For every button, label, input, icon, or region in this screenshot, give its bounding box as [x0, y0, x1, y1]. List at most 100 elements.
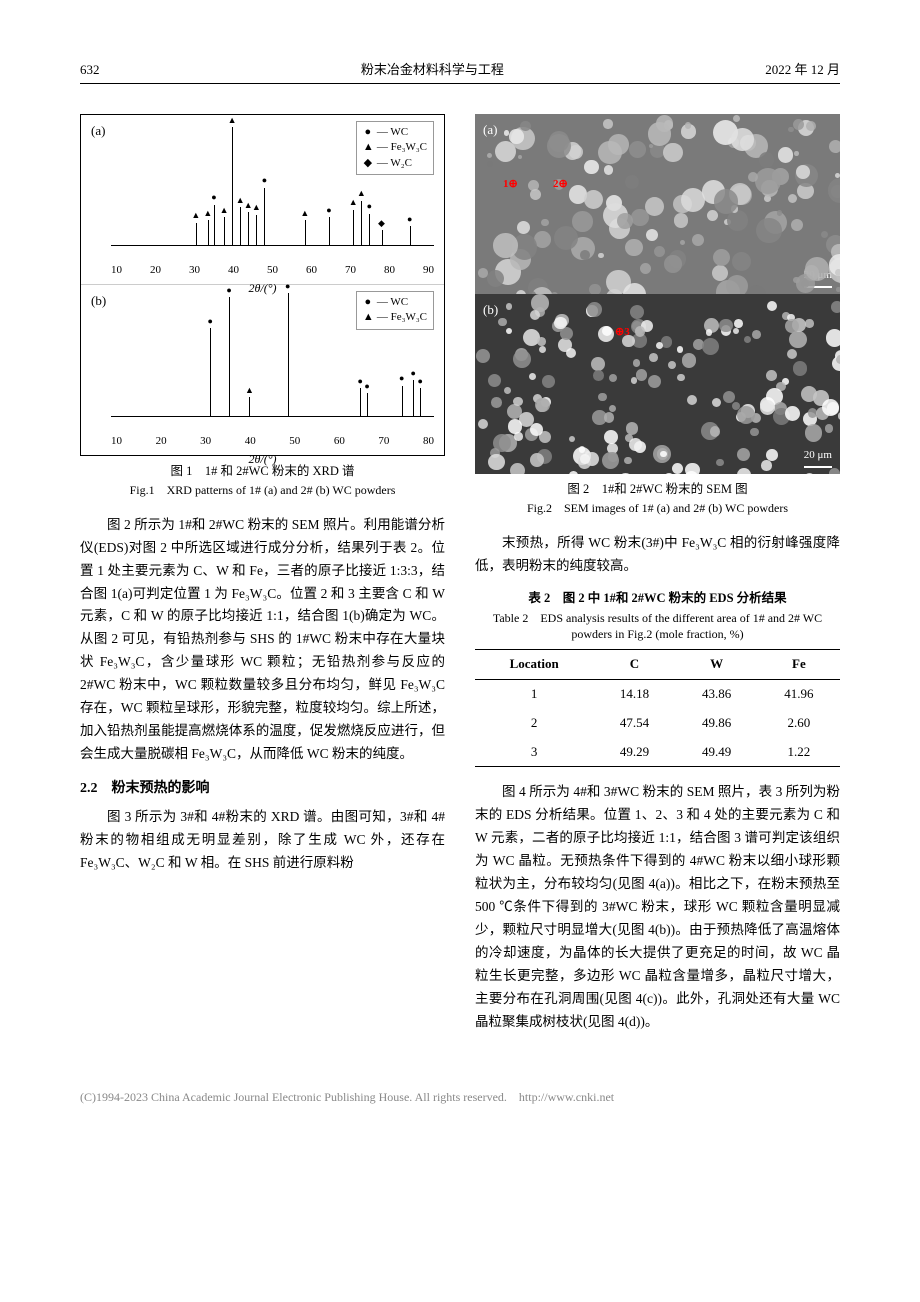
table-cell: 49.86: [676, 709, 758, 738]
table-cell: 1: [475, 680, 593, 709]
xrd-peak: [382, 230, 383, 245]
table-header-cell: Location: [475, 650, 593, 680]
peak-marker: ▲: [300, 206, 309, 220]
sem-particle: [488, 374, 501, 387]
sem-particle: [520, 121, 530, 131]
xrd-peak: [360, 388, 361, 417]
axis-tick: 20: [150, 262, 161, 280]
peak-marker: ●: [364, 379, 369, 393]
sem-particle: [674, 213, 689, 228]
peak-marker: ▲: [220, 203, 229, 217]
sem-particle: [761, 460, 771, 470]
sem-particle: [766, 370, 777, 381]
sem-particle: [529, 373, 536, 380]
sem-particle: [733, 115, 740, 122]
sem-particle: [635, 326, 645, 336]
sem-particle: [702, 338, 719, 355]
sem-particle: [603, 119, 612, 128]
sem-particle: [712, 398, 721, 407]
sem-particle: [487, 270, 504, 287]
sem-particle: [785, 406, 800, 421]
sem-particle: [580, 454, 590, 464]
sem-particle: [787, 349, 797, 359]
sem-particle: [649, 144, 653, 148]
sem-particle: [631, 377, 637, 383]
xrd-peak: [256, 215, 257, 246]
sem-particle: [640, 263, 651, 274]
sem-particle: [664, 473, 674, 474]
sem-particle: [788, 127, 793, 132]
sem-particle: [530, 189, 541, 200]
right-column: (a) 20 μm 1⊕2⊕ (b) 20 μm ⊕3 图 2 1#和 2#WC…: [475, 114, 840, 1038]
sem-particle: [504, 130, 509, 135]
sem-particle: [805, 319, 813, 327]
sem-particle: [598, 393, 607, 402]
sem-particle: [609, 374, 617, 382]
table-header-cell: C: [593, 650, 675, 680]
sem-particle: [677, 346, 683, 352]
xrd-peak: [367, 393, 368, 416]
axis-tick: 90: [423, 262, 434, 280]
sem-particle: [778, 147, 793, 162]
xrd-peak: [229, 297, 230, 417]
xrd-baseline: [111, 416, 434, 417]
peak-marker: ◆: [378, 216, 385, 230]
sem-particle: [569, 436, 575, 442]
axis-tick: 70: [378, 433, 389, 451]
sem-particle: [617, 213, 633, 229]
table2-caption-cn: 表 2 图 2 中 1#和 2#WC 粉末的 EDS 分析结果: [475, 588, 840, 608]
sem-particle: [660, 451, 666, 457]
sem-particle: [737, 468, 751, 474]
sem-particle: [584, 190, 603, 209]
table-cell: 49.29: [593, 738, 675, 767]
sem-particle: [752, 330, 761, 339]
paragraph-2: 图 3 所示为 3#和 4#粉末的 XRD 谱。由图可知，3#和 4#粉末的物相…: [80, 806, 445, 875]
table-row: 247.5449.862.60: [475, 709, 840, 738]
sem-particle: [618, 473, 633, 474]
sem-particle: [714, 189, 738, 213]
peak-marker: ●: [407, 212, 412, 226]
sem-b: (b) 20 μm ⊕3: [475, 294, 840, 474]
sem-particle: [517, 221, 530, 234]
sem-particle: [805, 257, 829, 281]
sem-particle: [604, 165, 613, 174]
sem-particle: [712, 265, 728, 281]
peak-marker: ▲: [252, 200, 261, 214]
sem-particle: [625, 175, 639, 189]
table-header-cell: W: [676, 650, 758, 680]
axis-tick: 80: [384, 262, 395, 280]
sem-particle: [539, 346, 546, 353]
sem-particle: [487, 153, 492, 158]
sem-particle: [604, 430, 618, 444]
axis-x-a: 102030405060708090: [111, 262, 434, 280]
xrd-peak: [369, 214, 370, 246]
sem-particle: [756, 218, 781, 243]
sem-particle: [680, 240, 685, 245]
sem-point-marker: 2⊕: [553, 176, 568, 194]
sem-a: (a) 20 μm 1⊕2⊕: [475, 114, 840, 294]
sem-particle: [535, 398, 549, 412]
table-cell: 49.49: [676, 738, 758, 767]
sem-particle: [685, 463, 699, 474]
xrd-peak: [214, 205, 215, 246]
sem-particle: [828, 178, 840, 202]
sem-particle: [692, 234, 704, 246]
sem-particle: [656, 115, 673, 132]
sem-particle: [789, 331, 806, 348]
xrd-peak: [240, 207, 241, 246]
sem-particle: [796, 165, 810, 179]
sem-particle: [554, 317, 566, 329]
sem-particle: [491, 397, 502, 408]
sem-particle: [821, 231, 828, 238]
sem-particle: [508, 419, 523, 434]
sem-particle: [625, 239, 643, 257]
axis-tick: 30: [200, 433, 211, 451]
sem-particle: [805, 424, 822, 441]
axis-tick: 10: [111, 433, 122, 451]
sem-particle: [737, 448, 751, 462]
sem-particle: [759, 152, 774, 167]
sem-particle: [668, 361, 677, 370]
axis-tick: 50: [267, 262, 278, 280]
xrd-panel-a: (a) ●— WC▲— Fe₃W₃C◆— W₂C ▲▲●▲▲▲▲▲●▲●▲▲●◆…: [81, 115, 444, 285]
sem-particle: [541, 219, 548, 226]
